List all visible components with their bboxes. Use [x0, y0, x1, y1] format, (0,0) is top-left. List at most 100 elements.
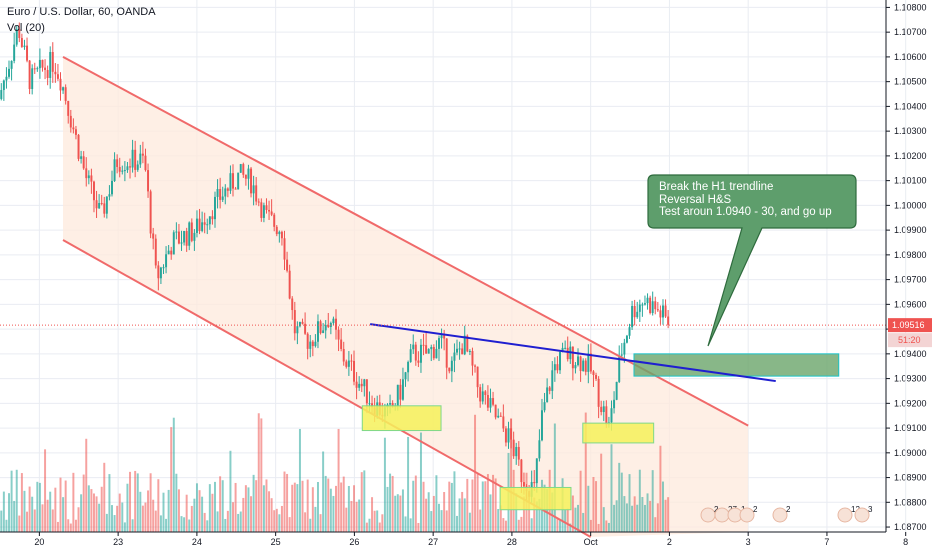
- volume-bar: [244, 485, 247, 532]
- y-tick-label: 1.10800: [894, 2, 927, 12]
- volume-bar: [577, 504, 580, 532]
- candle-body: [28, 60, 31, 90]
- volume-bar: [188, 519, 191, 532]
- volume-bar: [432, 495, 435, 532]
- candle-body: [306, 333, 309, 349]
- candle-body: [113, 159, 116, 181]
- candle-body: [193, 232, 196, 241]
- volume-bar: [633, 496, 636, 532]
- volume-bar: [2, 491, 5, 532]
- volume-bar: [649, 500, 652, 532]
- volume-bar: [409, 518, 412, 532]
- y-tick-label: 1.09100: [894, 423, 927, 433]
- candle-body: [661, 305, 664, 318]
- volume-bar: [347, 485, 350, 532]
- candle-body: [435, 348, 438, 359]
- volume-bar: [342, 476, 345, 532]
- volume-bar: [13, 500, 16, 532]
- candle-body: [412, 344, 415, 350]
- volume-bar: [440, 510, 443, 532]
- candle-body: [633, 305, 636, 318]
- candle-body: [149, 191, 152, 234]
- volume-bar: [340, 482, 343, 532]
- candle-body: [553, 364, 556, 371]
- volume-bar: [286, 473, 289, 532]
- current-price-badge: [888, 318, 932, 333]
- candle-body: [288, 270, 291, 299]
- candles: [0, 22, 670, 503]
- candle-body: [152, 233, 155, 239]
- candle-body: [273, 214, 276, 227]
- candle-body: [559, 352, 561, 371]
- volume-bar: [234, 482, 237, 532]
- candle-body: [203, 222, 206, 225]
- x-tick-label: 3: [746, 537, 751, 547]
- x-tick-label: 27: [428, 537, 438, 547]
- volume-bar: [257, 413, 260, 532]
- y-tick-label: 1.10000: [894, 200, 927, 210]
- candle-body: [136, 164, 139, 170]
- event-badge-count: 3: [868, 505, 873, 514]
- volume-bar: [167, 489, 170, 532]
- candle-body: [649, 297, 652, 314]
- candle-body: [481, 391, 484, 402]
- candle-body: [327, 325, 330, 328]
- x-tick-label: 28: [507, 537, 517, 547]
- candle-body: [595, 374, 598, 379]
- candle-body: [324, 325, 327, 331]
- volume-bar: [456, 515, 458, 532]
- candle-body: [72, 127, 75, 130]
- volume-bar: [180, 516, 183, 532]
- candle-body: [602, 406, 605, 413]
- volume-bar: [471, 479, 474, 532]
- volume-bar: [304, 512, 307, 532]
- candle-body: [31, 68, 34, 90]
- candle-body: [167, 250, 170, 255]
- candle-body: [584, 360, 587, 372]
- volume-bar: [613, 504, 616, 532]
- volume-bar: [100, 486, 103, 532]
- volume-bar: [113, 515, 116, 532]
- volume-bar: [56, 521, 59, 532]
- support-zone-yellow: [582, 422, 655, 444]
- volume-bar: [82, 474, 85, 532]
- candle-body: [244, 174, 247, 179]
- volume-bar: [461, 491, 464, 532]
- candle-body: [116, 159, 119, 168]
- volume-bar: [515, 493, 518, 532]
- volume-bar: [499, 505, 502, 532]
- volume-bar: [165, 518, 168, 532]
- volume-bar: [404, 516, 407, 532]
- candle-body: [654, 301, 657, 310]
- callout-line-3: Test aroun 1.0940 - 30, and go up: [659, 206, 832, 218]
- volume-bar: [337, 428, 340, 532]
- y-tick-label: 1.08800: [894, 497, 927, 507]
- volume-bar: [157, 479, 160, 532]
- volume-bar: [62, 497, 65, 532]
- volume-bar: [136, 473, 139, 532]
- volume-bar: [92, 493, 95, 532]
- y-tick-label: 1.10700: [894, 27, 927, 37]
- volume-bar: [386, 486, 389, 532]
- volume-bar: [618, 462, 621, 532]
- candle-body: [335, 318, 337, 330]
- candle-body: [589, 353, 592, 372]
- candle-body: [340, 339, 343, 349]
- candle-body: [440, 335, 443, 339]
- x-tick-label: 7: [824, 537, 829, 547]
- volume-bar: [116, 505, 119, 532]
- candle-body: [368, 403, 371, 405]
- candle-body: [347, 360, 350, 367]
- candle-body: [177, 231, 180, 244]
- candle-body: [216, 189, 219, 197]
- volume-bar: [177, 489, 180, 532]
- candle-body: [229, 173, 232, 191]
- candle-body: [165, 254, 168, 268]
- volume-bar: [363, 470, 366, 532]
- callout-line-2: Reversal H&S: [659, 193, 732, 206]
- candle-body: [538, 440, 541, 459]
- y-tick-label: 1.09200: [894, 398, 927, 408]
- candle-body: [170, 250, 173, 255]
- volume-bar: [551, 492, 554, 532]
